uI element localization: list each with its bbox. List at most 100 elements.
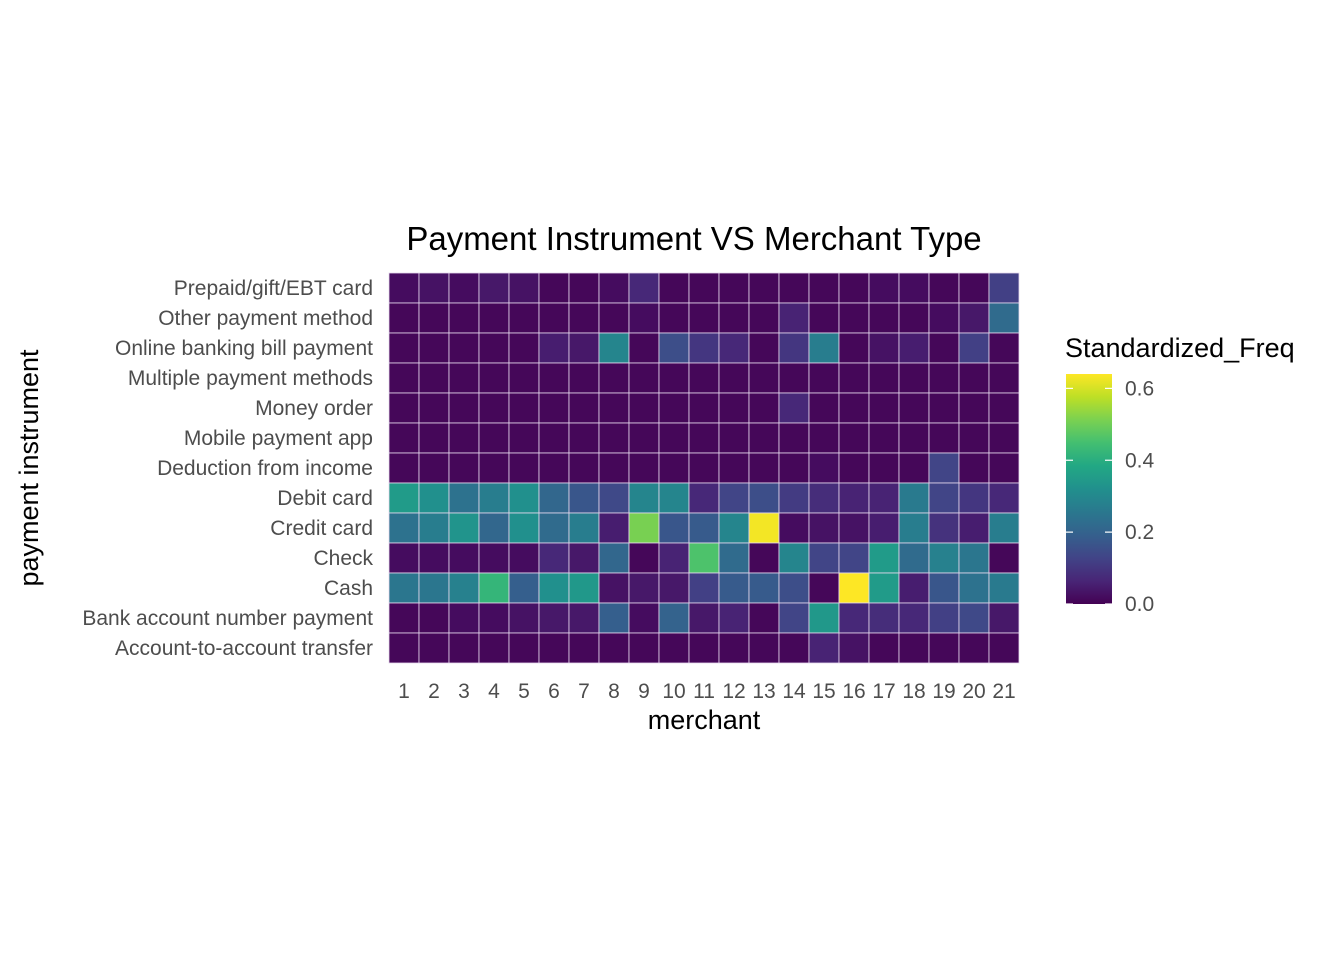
heatmap-cell xyxy=(778,392,810,424)
x-axis-label: merchant xyxy=(648,705,761,735)
heatmap-cell xyxy=(868,422,900,454)
legend-title: Standardized_Freq xyxy=(1065,333,1295,363)
legend-tick-label: 0.6 xyxy=(1125,377,1154,400)
heatmap-cell xyxy=(508,272,540,304)
heatmap-cell xyxy=(628,542,660,574)
heatmap-cell xyxy=(658,572,690,604)
heatmap-cell xyxy=(658,542,690,574)
heatmap-cell xyxy=(478,602,510,634)
heatmap-cell xyxy=(388,272,420,304)
heatmap-cell xyxy=(988,302,1020,334)
heatmap-cell xyxy=(748,302,780,334)
x-tick-label: 16 xyxy=(842,680,865,703)
heatmap-cell xyxy=(598,272,630,304)
heatmap-cell xyxy=(568,422,600,454)
heatmap-cell xyxy=(388,452,420,484)
heatmap-cell xyxy=(958,332,990,364)
heatmap-cell xyxy=(778,362,810,394)
legend-tick-label: 0.2 xyxy=(1125,521,1154,544)
heatmap-cell xyxy=(418,512,450,544)
heatmap-cell xyxy=(748,392,780,424)
heatmap-cell xyxy=(448,572,480,604)
heatmap-cell xyxy=(838,302,870,334)
heatmap-cell xyxy=(748,632,780,664)
heatmap-cell xyxy=(388,302,420,334)
heatmap-cell xyxy=(688,542,720,574)
heatmap-cell xyxy=(628,512,660,544)
heatmap-cell xyxy=(448,452,480,484)
heatmap-cell xyxy=(418,602,450,634)
heatmap-cell xyxy=(898,362,930,394)
heatmap-cell xyxy=(478,632,510,664)
heatmap-cell xyxy=(598,302,630,334)
heatmap-cell xyxy=(598,452,630,484)
heatmap-cell xyxy=(838,482,870,514)
y-tick-label: Credit card xyxy=(270,517,373,540)
heatmap-cell xyxy=(988,332,1020,364)
heatmap-cell xyxy=(928,512,960,544)
heatmap-cell xyxy=(838,332,870,364)
heatmap-cell xyxy=(988,272,1020,304)
heatmap-cell xyxy=(778,302,810,334)
heatmap-cell xyxy=(718,602,750,634)
heatmap-cell xyxy=(448,272,480,304)
heatmap-cell xyxy=(808,542,840,574)
heatmap-cell xyxy=(958,452,990,484)
heatmap-cell xyxy=(868,392,900,424)
heatmap-cell xyxy=(958,542,990,574)
y-tick-label: Account-to-account transfer xyxy=(115,637,373,660)
heatmap-cell xyxy=(808,512,840,544)
heatmap-cell xyxy=(748,332,780,364)
heatmap-cell xyxy=(598,362,630,394)
heatmap-cell xyxy=(898,482,930,514)
heatmap-cell xyxy=(718,272,750,304)
heatmap-cell xyxy=(628,332,660,364)
heatmap-cell xyxy=(838,272,870,304)
heatmap-cell xyxy=(388,422,420,454)
heatmap-cell xyxy=(808,482,840,514)
heatmap-cell xyxy=(568,482,600,514)
heatmap-cell xyxy=(538,422,570,454)
heatmap-cell xyxy=(778,602,810,634)
heatmap-cell xyxy=(898,392,930,424)
heatmap-cell xyxy=(448,602,480,634)
heatmap-cell xyxy=(718,392,750,424)
heatmap-cell xyxy=(808,332,840,364)
heatmap-cell xyxy=(898,422,930,454)
heatmap-cell xyxy=(838,602,870,634)
x-tick-label: 7 xyxy=(578,680,590,703)
heatmap-cell xyxy=(388,332,420,364)
heatmap-cell xyxy=(538,632,570,664)
heatmap-cell xyxy=(388,392,420,424)
x-tick-label: 6 xyxy=(548,680,560,703)
heatmap-cell xyxy=(388,512,420,544)
heatmap-cell xyxy=(928,632,960,664)
y-tick-label: Mobile payment app xyxy=(184,427,373,450)
heatmap-cell xyxy=(448,332,480,364)
heatmap-cell xyxy=(718,542,750,574)
heatmap-cell xyxy=(598,392,630,424)
heatmap-cell xyxy=(478,482,510,514)
heatmap-cell xyxy=(778,482,810,514)
heatmap-cell xyxy=(598,542,630,574)
heatmap-cell xyxy=(508,302,540,334)
heatmap-cell xyxy=(658,512,690,544)
heatmap-cell xyxy=(388,542,420,574)
heatmap-cell xyxy=(478,302,510,334)
heatmap-cell xyxy=(658,632,690,664)
heatmap-cell xyxy=(538,452,570,484)
x-tick-label: 14 xyxy=(782,680,806,703)
heatmap-cell xyxy=(718,482,750,514)
y-tick-label: Online banking bill payment xyxy=(115,337,373,360)
heatmap-cell xyxy=(388,482,420,514)
heatmap-cell xyxy=(448,302,480,334)
heatmap-cells xyxy=(388,272,1020,664)
heatmap-cell xyxy=(838,632,870,664)
heatmap-cell xyxy=(838,572,870,604)
heatmap-cell xyxy=(778,512,810,544)
x-tick-label: 8 xyxy=(608,680,620,703)
heatmap-cell xyxy=(748,512,780,544)
heatmap-cell xyxy=(448,392,480,424)
x-tick-label: 4 xyxy=(488,680,500,703)
